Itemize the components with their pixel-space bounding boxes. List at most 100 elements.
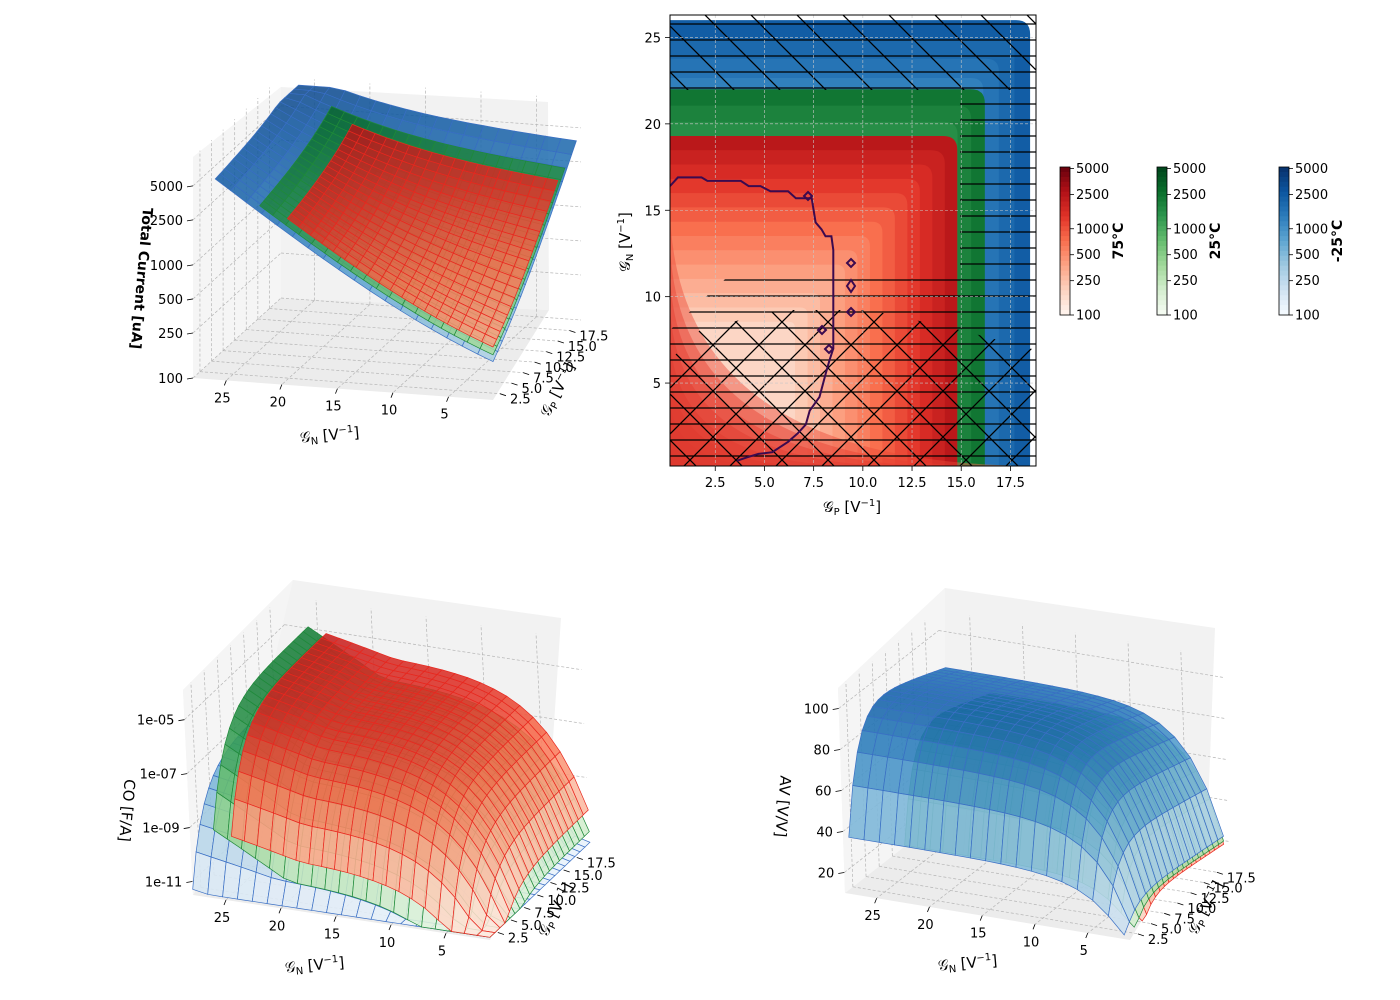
colorbar-tick-label: 250 bbox=[1173, 274, 1198, 289]
colorbar-segment bbox=[1279, 221, 1289, 227]
colorbar-segment bbox=[1279, 265, 1289, 272]
xtick-label: 10 bbox=[381, 404, 398, 419]
colorbar-segment bbox=[1279, 206, 1289, 212]
colorbar-segment bbox=[1060, 250, 1070, 257]
colorbar-tick-label: 1000 bbox=[1173, 222, 1206, 237]
colorbar-segment bbox=[1279, 196, 1289, 203]
colorbar-tick-label: 2500 bbox=[1173, 188, 1206, 203]
colorbar-segment bbox=[1279, 260, 1289, 267]
colorbar-segment bbox=[1060, 191, 1070, 198]
ytick-label: 12.5 bbox=[561, 882, 590, 897]
xtick-label: 10 bbox=[1023, 935, 1040, 950]
colorbar-segment bbox=[1157, 176, 1167, 183]
colorbar-segment bbox=[1157, 211, 1167, 217]
colorbar-tick-label: 100 bbox=[1173, 309, 1198, 324]
p1-zlabel: Total Current [uA] bbox=[127, 207, 155, 350]
colorbar-segment bbox=[1060, 171, 1070, 178]
colorbar-segment bbox=[1157, 226, 1167, 232]
surface-series bbox=[286, 123, 559, 348]
xtick-label: 7.5 bbox=[803, 476, 824, 491]
colorbar-segment bbox=[1060, 167, 1070, 173]
colorbar-tick-label: 2500 bbox=[1295, 188, 1328, 203]
colorbar-segment bbox=[1279, 285, 1289, 291]
p2-ticks: 2.5 5.0 7.5 10.0 12.5 15.0 17.5 5 10 15 20 25 bbox=[644, 31, 1024, 491]
colorbar-segment bbox=[1157, 221, 1167, 227]
colorbar-segment bbox=[1157, 280, 1167, 286]
ytick-label: 5.0 bbox=[1161, 923, 1182, 938]
colorbar-segment bbox=[1157, 236, 1167, 242]
colorbar-segment bbox=[1157, 250, 1167, 257]
colorbar-segment bbox=[1279, 275, 1289, 281]
ztick-label: 500 bbox=[158, 293, 183, 308]
ztick-label: 1e-11 bbox=[145, 876, 183, 891]
colorbar-segment bbox=[1060, 300, 1070, 306]
ytick-label: 7.5 bbox=[1174, 912, 1195, 927]
colorbar-segment bbox=[1157, 270, 1167, 277]
xtick-label: 15 bbox=[970, 927, 987, 942]
ytick-label: 10.0 bbox=[545, 361, 574, 376]
colorbar-tick-label: 500 bbox=[1076, 248, 1101, 263]
xtick-label: 10 bbox=[379, 936, 396, 951]
ytick-label: 12.5 bbox=[556, 351, 585, 366]
p4-zlabel: AV [V/V] bbox=[771, 775, 794, 838]
p2-plot-frame bbox=[669, 14, 1037, 467]
ztick-label: 80 bbox=[814, 744, 831, 759]
colorbar: 5000 2500 1000 500 250 100 75°C bbox=[1059, 162, 1127, 324]
colorbar-segment bbox=[1060, 226, 1070, 232]
colorbar-segment bbox=[1157, 216, 1167, 222]
surface-cell bbox=[286, 213, 304, 228]
xtick-label: 17.5 bbox=[996, 476, 1025, 491]
p2-ylabel: 𝒢N [V−1] bbox=[616, 212, 636, 272]
colorbar-segment bbox=[1157, 300, 1167, 306]
colorbar-segment bbox=[1060, 201, 1070, 207]
colorbar-tick-label: 250 bbox=[1295, 274, 1320, 289]
colorbar-tick-label: 500 bbox=[1295, 248, 1320, 263]
ztick-label: 2500 bbox=[150, 214, 183, 229]
colorbar-label: -25°C bbox=[1330, 220, 1346, 263]
ytick-label: 2.5 bbox=[508, 932, 529, 947]
colorbar-tick-label: 500 bbox=[1173, 248, 1198, 263]
ytick-label: 15 bbox=[644, 204, 661, 219]
panel-av: 25 20 15 10 5 2.55.07.510.012.515.017.5 20 40 60… bbox=[771, 588, 1256, 977]
colorbar-segment bbox=[1279, 186, 1289, 193]
ytick-label: 10.0 bbox=[547, 894, 576, 909]
colorbar-segment bbox=[1157, 181, 1167, 188]
colorbar-segment bbox=[1060, 245, 1070, 252]
ytick-label: 10 bbox=[644, 291, 661, 306]
panel-contour-map: 2.5 5.0 7.5 10.0 12.5 15.0 17.5 5 10 15 20 25 𝒢P [V… bbox=[616, 14, 1346, 518]
colorbar-segment bbox=[1279, 226, 1289, 232]
colorbar-segment bbox=[1157, 167, 1167, 173]
xtick-label: 5 bbox=[1080, 944, 1088, 959]
colorbar-segment bbox=[1157, 245, 1167, 252]
ytick-label: 17.5 bbox=[579, 330, 608, 345]
p3-zlabel: CO [F/A] bbox=[115, 778, 138, 842]
colorbar-segment bbox=[1279, 300, 1289, 306]
colorbar-segment bbox=[1157, 255, 1167, 262]
colorbar-segment bbox=[1157, 305, 1167, 311]
p2-boundary-line bbox=[670, 176, 835, 462]
ytick-label: 20 bbox=[644, 118, 661, 133]
xtick-label: 5.0 bbox=[754, 476, 775, 491]
colorbar-segment bbox=[1157, 191, 1167, 198]
ztick-label: 100 bbox=[158, 372, 183, 387]
colorbar-segment bbox=[1279, 181, 1289, 188]
colorbar-segment bbox=[1157, 231, 1167, 237]
p3-surfaces bbox=[192, 626, 591, 938]
colorbar-segment bbox=[1157, 285, 1167, 291]
xtick-label: 20 bbox=[269, 919, 286, 934]
colorbar-segment bbox=[1060, 310, 1070, 316]
colorbar-segment bbox=[1157, 310, 1167, 316]
ztick-label: 5000 bbox=[150, 180, 183, 195]
colorbar-segment bbox=[1279, 245, 1289, 252]
colorbar-segment bbox=[1279, 201, 1289, 207]
ytick-label: 17.5 bbox=[1227, 871, 1256, 886]
ytick-label: 5 bbox=[653, 377, 661, 392]
ytick-label: 7.5 bbox=[533, 372, 554, 387]
colorbar-segment bbox=[1279, 171, 1289, 178]
ytick-label: 5.0 bbox=[522, 382, 543, 397]
colorbar-segment bbox=[1060, 305, 1070, 311]
colorbar-label: 75°C bbox=[1111, 223, 1127, 260]
colorbar-segment bbox=[1060, 275, 1070, 281]
colorbar: 5000 2500 1000 500 250 100 -25°C bbox=[1278, 162, 1346, 324]
colorbar-segment bbox=[1060, 216, 1070, 222]
